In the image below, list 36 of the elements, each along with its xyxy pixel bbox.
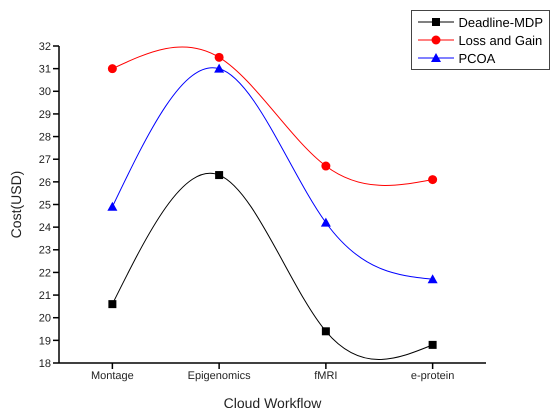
y-tick-label: 30 xyxy=(38,86,51,98)
y-tick-label: 26 xyxy=(38,176,51,189)
point xyxy=(320,218,331,227)
x-tick-label: Epigenomics xyxy=(188,370,252,382)
point xyxy=(214,64,224,73)
y-tick-label: 27 xyxy=(38,154,51,166)
x-tick-label: fMRI xyxy=(314,370,338,382)
x-axis-title: Cloud Workflow xyxy=(224,395,322,408)
y-axis-title: Cost(USD) xyxy=(8,170,24,238)
y-tick-label: 22 xyxy=(38,267,51,280)
y-tick-label: 25 xyxy=(38,199,51,212)
point xyxy=(428,175,438,184)
legend-label: Deadline-MDP xyxy=(458,14,543,30)
y-tick-label: 31 xyxy=(38,64,51,76)
y-tick-label: 19 xyxy=(38,335,51,348)
point xyxy=(321,162,330,171)
point xyxy=(107,202,118,211)
point xyxy=(108,64,117,74)
y-tick-label: 18 xyxy=(38,358,51,370)
y-tick-label: 20 xyxy=(38,312,51,325)
x-tick-label: Montage xyxy=(90,370,134,382)
x-tick-label: e-protein xyxy=(410,370,454,382)
point xyxy=(428,340,437,349)
y-tick-label: 28 xyxy=(38,131,51,144)
legend-label: Loss and Gain xyxy=(458,32,542,48)
point xyxy=(108,300,116,308)
point xyxy=(322,327,330,336)
point xyxy=(214,52,224,62)
legend-label: PCOA xyxy=(458,50,496,66)
y-tick-label: 23 xyxy=(38,244,51,257)
point xyxy=(215,171,224,180)
y-tick-label: 21 xyxy=(38,290,51,302)
y-tick-label: 24 xyxy=(38,222,51,234)
y-tick-label: 29 xyxy=(38,108,51,121)
y-tick-label: 32 xyxy=(38,40,51,53)
point xyxy=(428,274,438,284)
